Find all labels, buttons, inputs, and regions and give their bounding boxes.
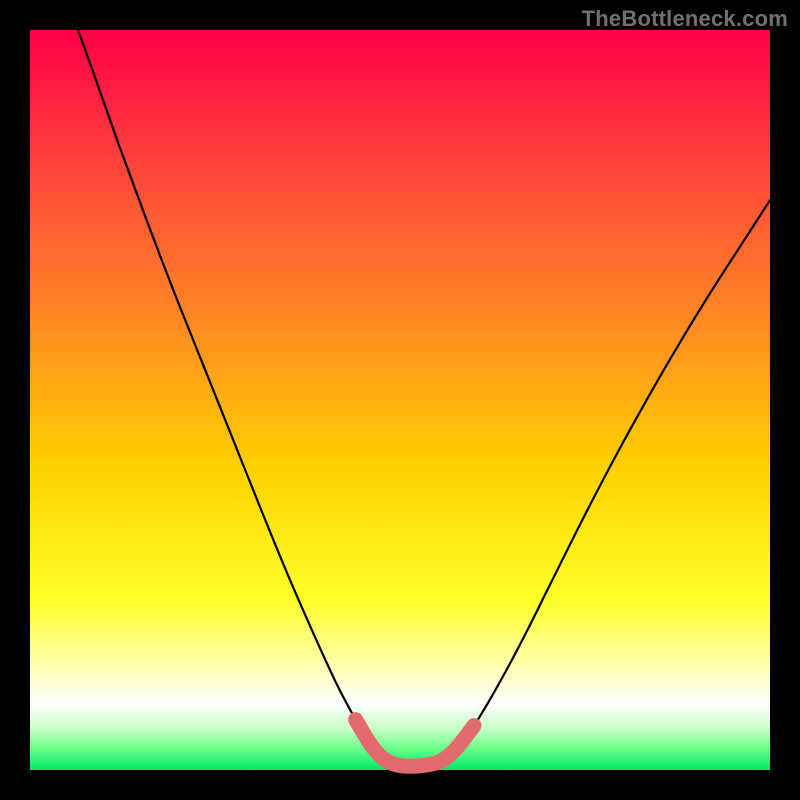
- chart-background-gradient: [30, 30, 770, 770]
- watermark-text: TheBottleneck.com: [582, 6, 788, 32]
- chart-stage: TheBottleneck.com: [0, 0, 800, 800]
- chart-svg: [0, 0, 800, 800]
